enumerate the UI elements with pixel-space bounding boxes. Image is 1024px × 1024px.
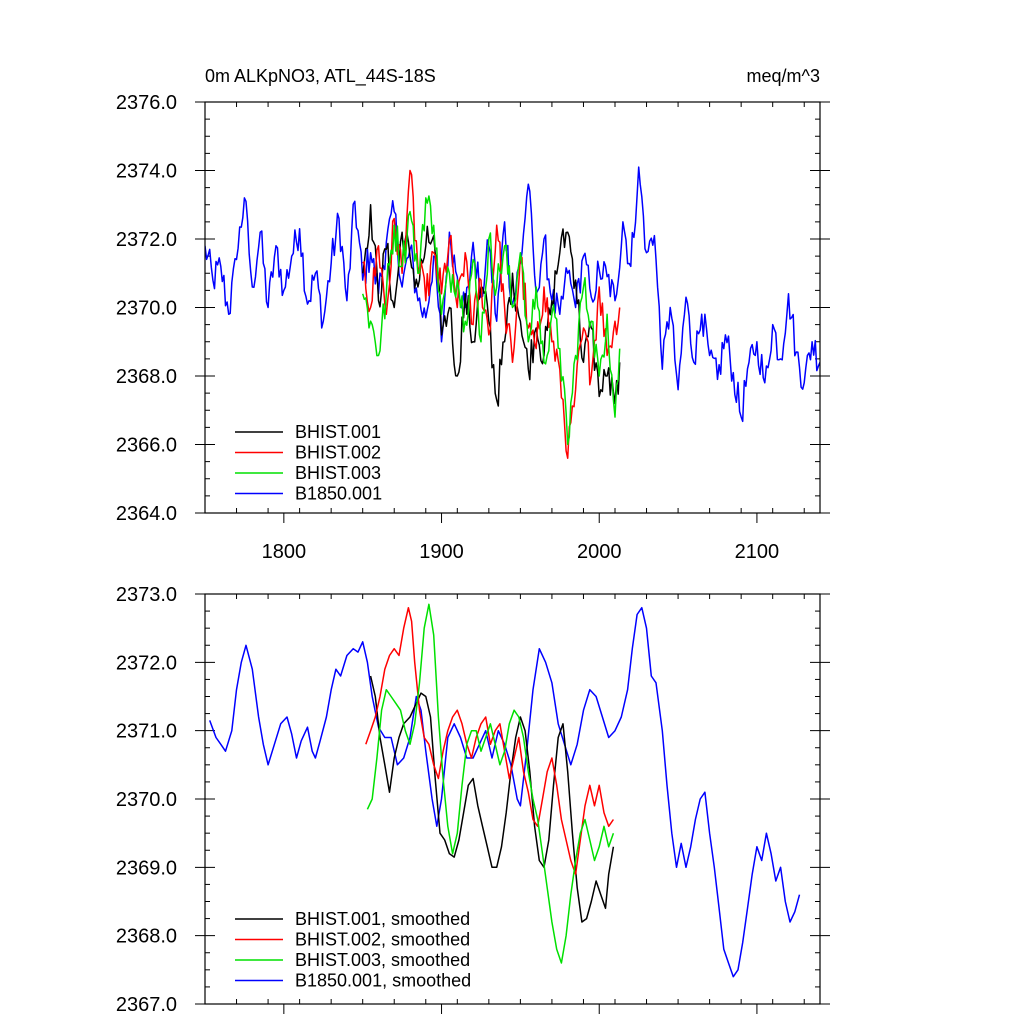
- bottom-axis-ticks: 2367.0 2368.0 2369.0 2370.0 2371.0 2372.0 2373…: [116, 584, 830, 1016]
- top-axis-ticks: 1800 1900 2000 2100 2364.0 2366.0 2368.0 2370.0…: [116, 92, 830, 563]
- series-line-bhist-001: [369, 675, 615, 923]
- series-line-bhist-003: [366, 603, 615, 964]
- x-tick-label: 2100: [735, 541, 780, 563]
- legend-label: BHIST.002: [295, 443, 381, 463]
- legend-label: BHIST.002, smoothed: [295, 930, 470, 950]
- series-line-bhist-002: [362, 169, 621, 459]
- bottom-plot-frame: [204, 593, 821, 1005]
- top-panel: 0m ALKpNO3, ATL_44S-18S meq/m^3 1800 1900…: [116, 66, 830, 563]
- legend-label: B1850.001, smoothed: [295, 971, 471, 991]
- series-line-b1850-001: [208, 606, 801, 978]
- y-tick-label: 2364.0: [116, 503, 177, 525]
- legend-label: BHIST.001: [295, 422, 381, 442]
- y-tick-label: 2374.0: [116, 161, 177, 183]
- y-tick-label: 2371.0: [116, 721, 177, 743]
- y-tick-label: 2372.0: [116, 229, 177, 251]
- y-tick-label: 2370.0: [116, 298, 177, 320]
- x-tick-label: 1900: [419, 541, 464, 563]
- y-tick-label: 2376.0: [116, 92, 177, 114]
- bottom-panel: 2367.0 2368.0 2369.0 2370.0 2371.0 2372.0 2373…: [116, 584, 830, 1016]
- y-tick-label: 2370.0: [116, 789, 177, 811]
- legend-label: B1850.001: [295, 484, 382, 504]
- legend-label: BHIST.003, smoothed: [295, 950, 470, 970]
- y-tick-label: 2368.0: [116, 366, 177, 388]
- top-plot-frame: [204, 101, 821, 514]
- y-tick-label: 2369.0: [116, 857, 177, 879]
- y-tick-label: 2367.0: [116, 994, 177, 1016]
- series-line-bhist-003: [361, 195, 621, 446]
- legend-label: BHIST.001, smoothed: [295, 909, 470, 929]
- x-tick-label: 1800: [262, 541, 307, 563]
- x-tick-label: 2000: [577, 541, 622, 563]
- bottom-plot-lines: [208, 603, 801, 978]
- y-tick-label: 2366.0: [116, 435, 177, 457]
- chart-title: 0m ALKpNO3, ATL_44S-18S: [205, 66, 436, 87]
- top-plot-lines: [205, 166, 820, 459]
- y-tick-label: 2372.0: [116, 652, 177, 674]
- y-tick-label: 2373.0: [116, 584, 177, 606]
- legend-label: BHIST.003: [295, 463, 381, 483]
- y-tick-label: 2368.0: [116, 926, 177, 948]
- units-label: meq/m^3: [747, 66, 820, 86]
